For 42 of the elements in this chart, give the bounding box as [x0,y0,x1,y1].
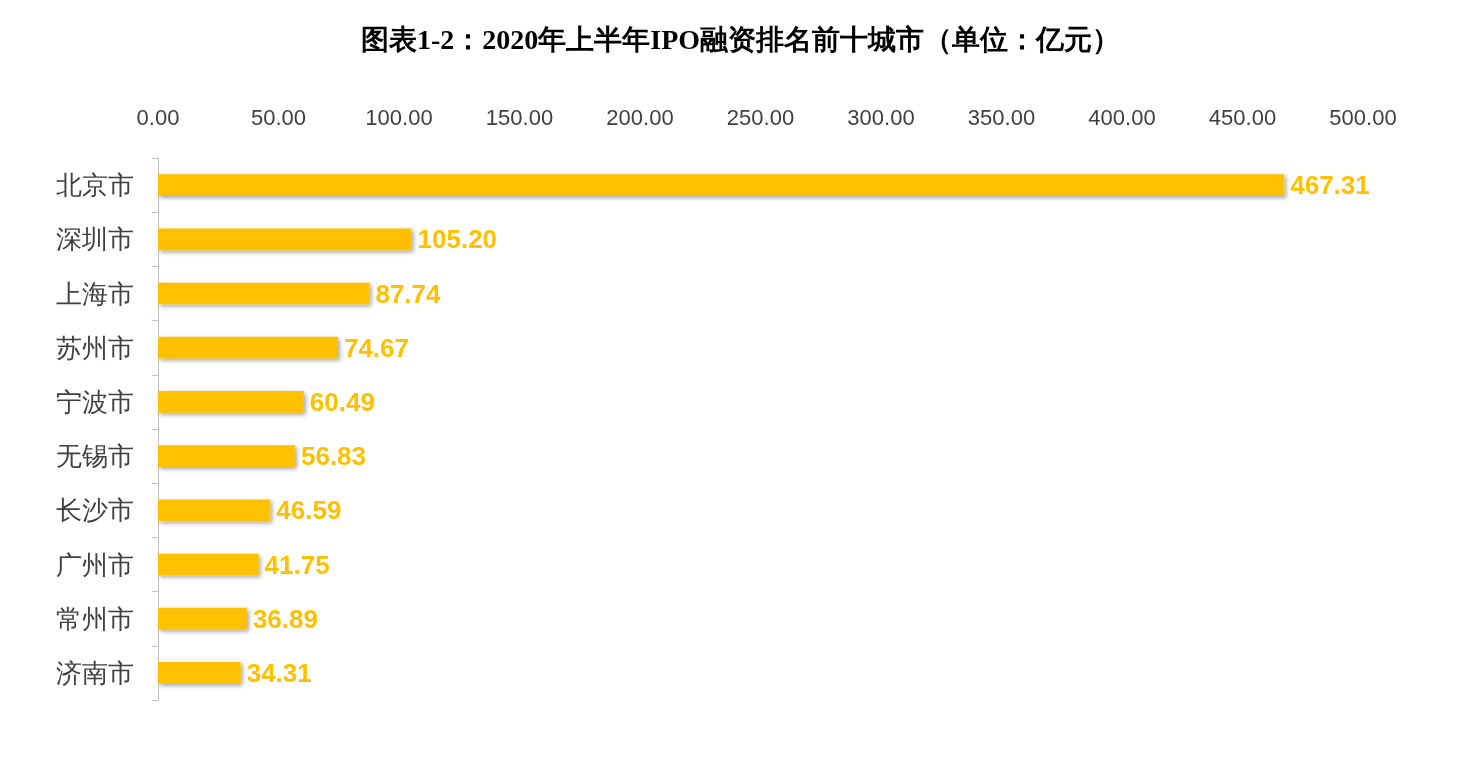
bar [158,282,370,305]
data-label: 87.74 [375,278,442,309]
data-label: 34.31 [246,657,312,688]
x-tick-label: 400.00 [1088,104,1156,130]
x-tick-label: 300.00 [847,104,915,130]
data-label: 36.89 [252,603,318,634]
x-tick-label: 200.00 [606,104,674,130]
x-tick-label: 150.00 [485,104,554,130]
bar [158,445,295,467]
data-label: 467.31 [1290,170,1370,201]
x-tick-label: 50.00 [250,104,307,130]
x-tick-label: 500.00 [1329,104,1397,130]
y-tick-label: 苏州市 [56,332,134,363]
data-label: 56.83 [300,441,367,472]
y-tick-label: 宁波市 [56,386,134,417]
y-tick-label: 北京市 [56,170,134,201]
chart-title: 图表1-2：2020年上半年IPO融资排名前十城市（单位：亿元） [360,23,1121,55]
bar [158,499,271,522]
y-tick-label: 深圳市 [56,224,134,255]
y-tick-label: 长沙市 [56,495,134,526]
y-tick-label: 上海市 [56,278,134,309]
bar [158,174,1285,196]
x-tick-label: 250.00 [726,104,795,130]
data-label: 105.20 [417,224,498,255]
bar [158,336,338,359]
bar [158,391,304,413]
bar [158,228,412,251]
y-tick-label: 济南市 [56,657,134,688]
x-tick-label: 350.00 [967,104,1036,130]
bar [158,662,241,684]
y-tick-label: 常州市 [56,603,134,634]
x-tick-label: 100.00 [365,104,433,130]
bar [158,553,259,576]
bar [158,607,247,630]
x-tick-label: 0.00 [136,104,180,130]
x-tick-label: 450.00 [1208,104,1277,130]
data-label: 60.49 [309,386,375,417]
data-label: 41.75 [264,549,330,580]
data-label: 46.59 [276,495,342,526]
y-tick-label: 广州市 [56,549,134,580]
y-tick-label: 无锡市 [56,441,134,472]
data-label: 74.67 [343,332,410,363]
